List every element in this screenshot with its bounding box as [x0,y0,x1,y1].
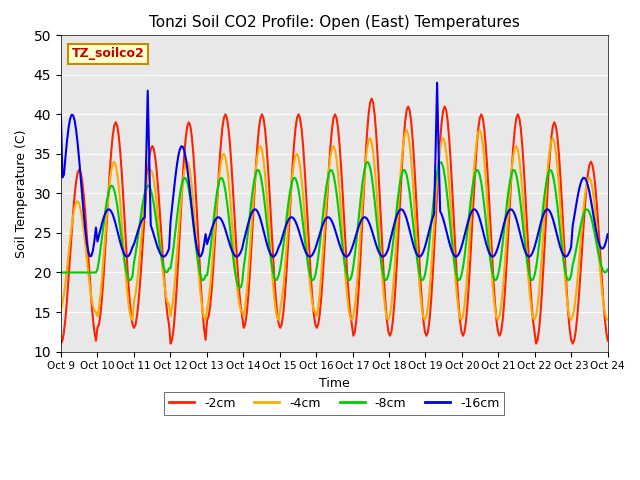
-16cm [221,227,229,233]
Y-axis label: Soil Temperature (C): Soil Temperature (C) [15,129,28,258]
-8cm [220,180,228,186]
-4cm [575,262,582,267]
-4cm [248,227,255,232]
-16cm [249,208,257,214]
Line: -2cm: -2cm [61,98,608,344]
Line: -16cm: -16cm [61,83,608,256]
-4cm [403,127,410,133]
X-axis label: Time: Time [319,377,349,390]
-8cm [249,187,257,192]
-8cm [298,209,305,215]
-16cm [57,111,65,117]
-16cm [298,237,305,243]
Text: TZ_soilco2: TZ_soilco2 [72,48,145,60]
-4cm [238,309,246,315]
Legend: -2cm, -4cm, -8cm, -16cm: -2cm, -4cm, -8cm, -16cm [164,392,504,415]
-2cm [368,96,376,101]
-4cm [220,151,228,157]
-8cm [240,264,248,270]
-8cm [577,225,584,230]
-16cm [240,239,248,244]
-16cm [124,253,132,259]
-8cm [57,270,65,276]
-4cm [296,163,304,169]
-2cm [220,115,228,121]
-4cm [57,307,65,312]
-8cm [124,275,132,280]
-16cm [577,181,584,187]
-2cm [124,274,132,279]
-2cm [296,115,304,121]
-2cm [604,337,612,343]
Line: -4cm: -4cm [61,130,608,320]
-8cm [364,159,371,165]
-16cm [159,253,167,259]
Title: Tonzi Soil CO2 Profile: Open (East) Temperatures: Tonzi Soil CO2 Profile: Open (East) Temp… [149,15,520,30]
-2cm [248,246,255,252]
-16cm [433,80,441,85]
-2cm [57,341,65,347]
-2cm [238,313,246,319]
-8cm [604,266,612,272]
-16cm [604,231,612,237]
-8cm [236,285,243,291]
-4cm [124,296,132,302]
-2cm [575,295,582,301]
Line: -8cm: -8cm [61,162,608,288]
-4cm [604,317,612,323]
